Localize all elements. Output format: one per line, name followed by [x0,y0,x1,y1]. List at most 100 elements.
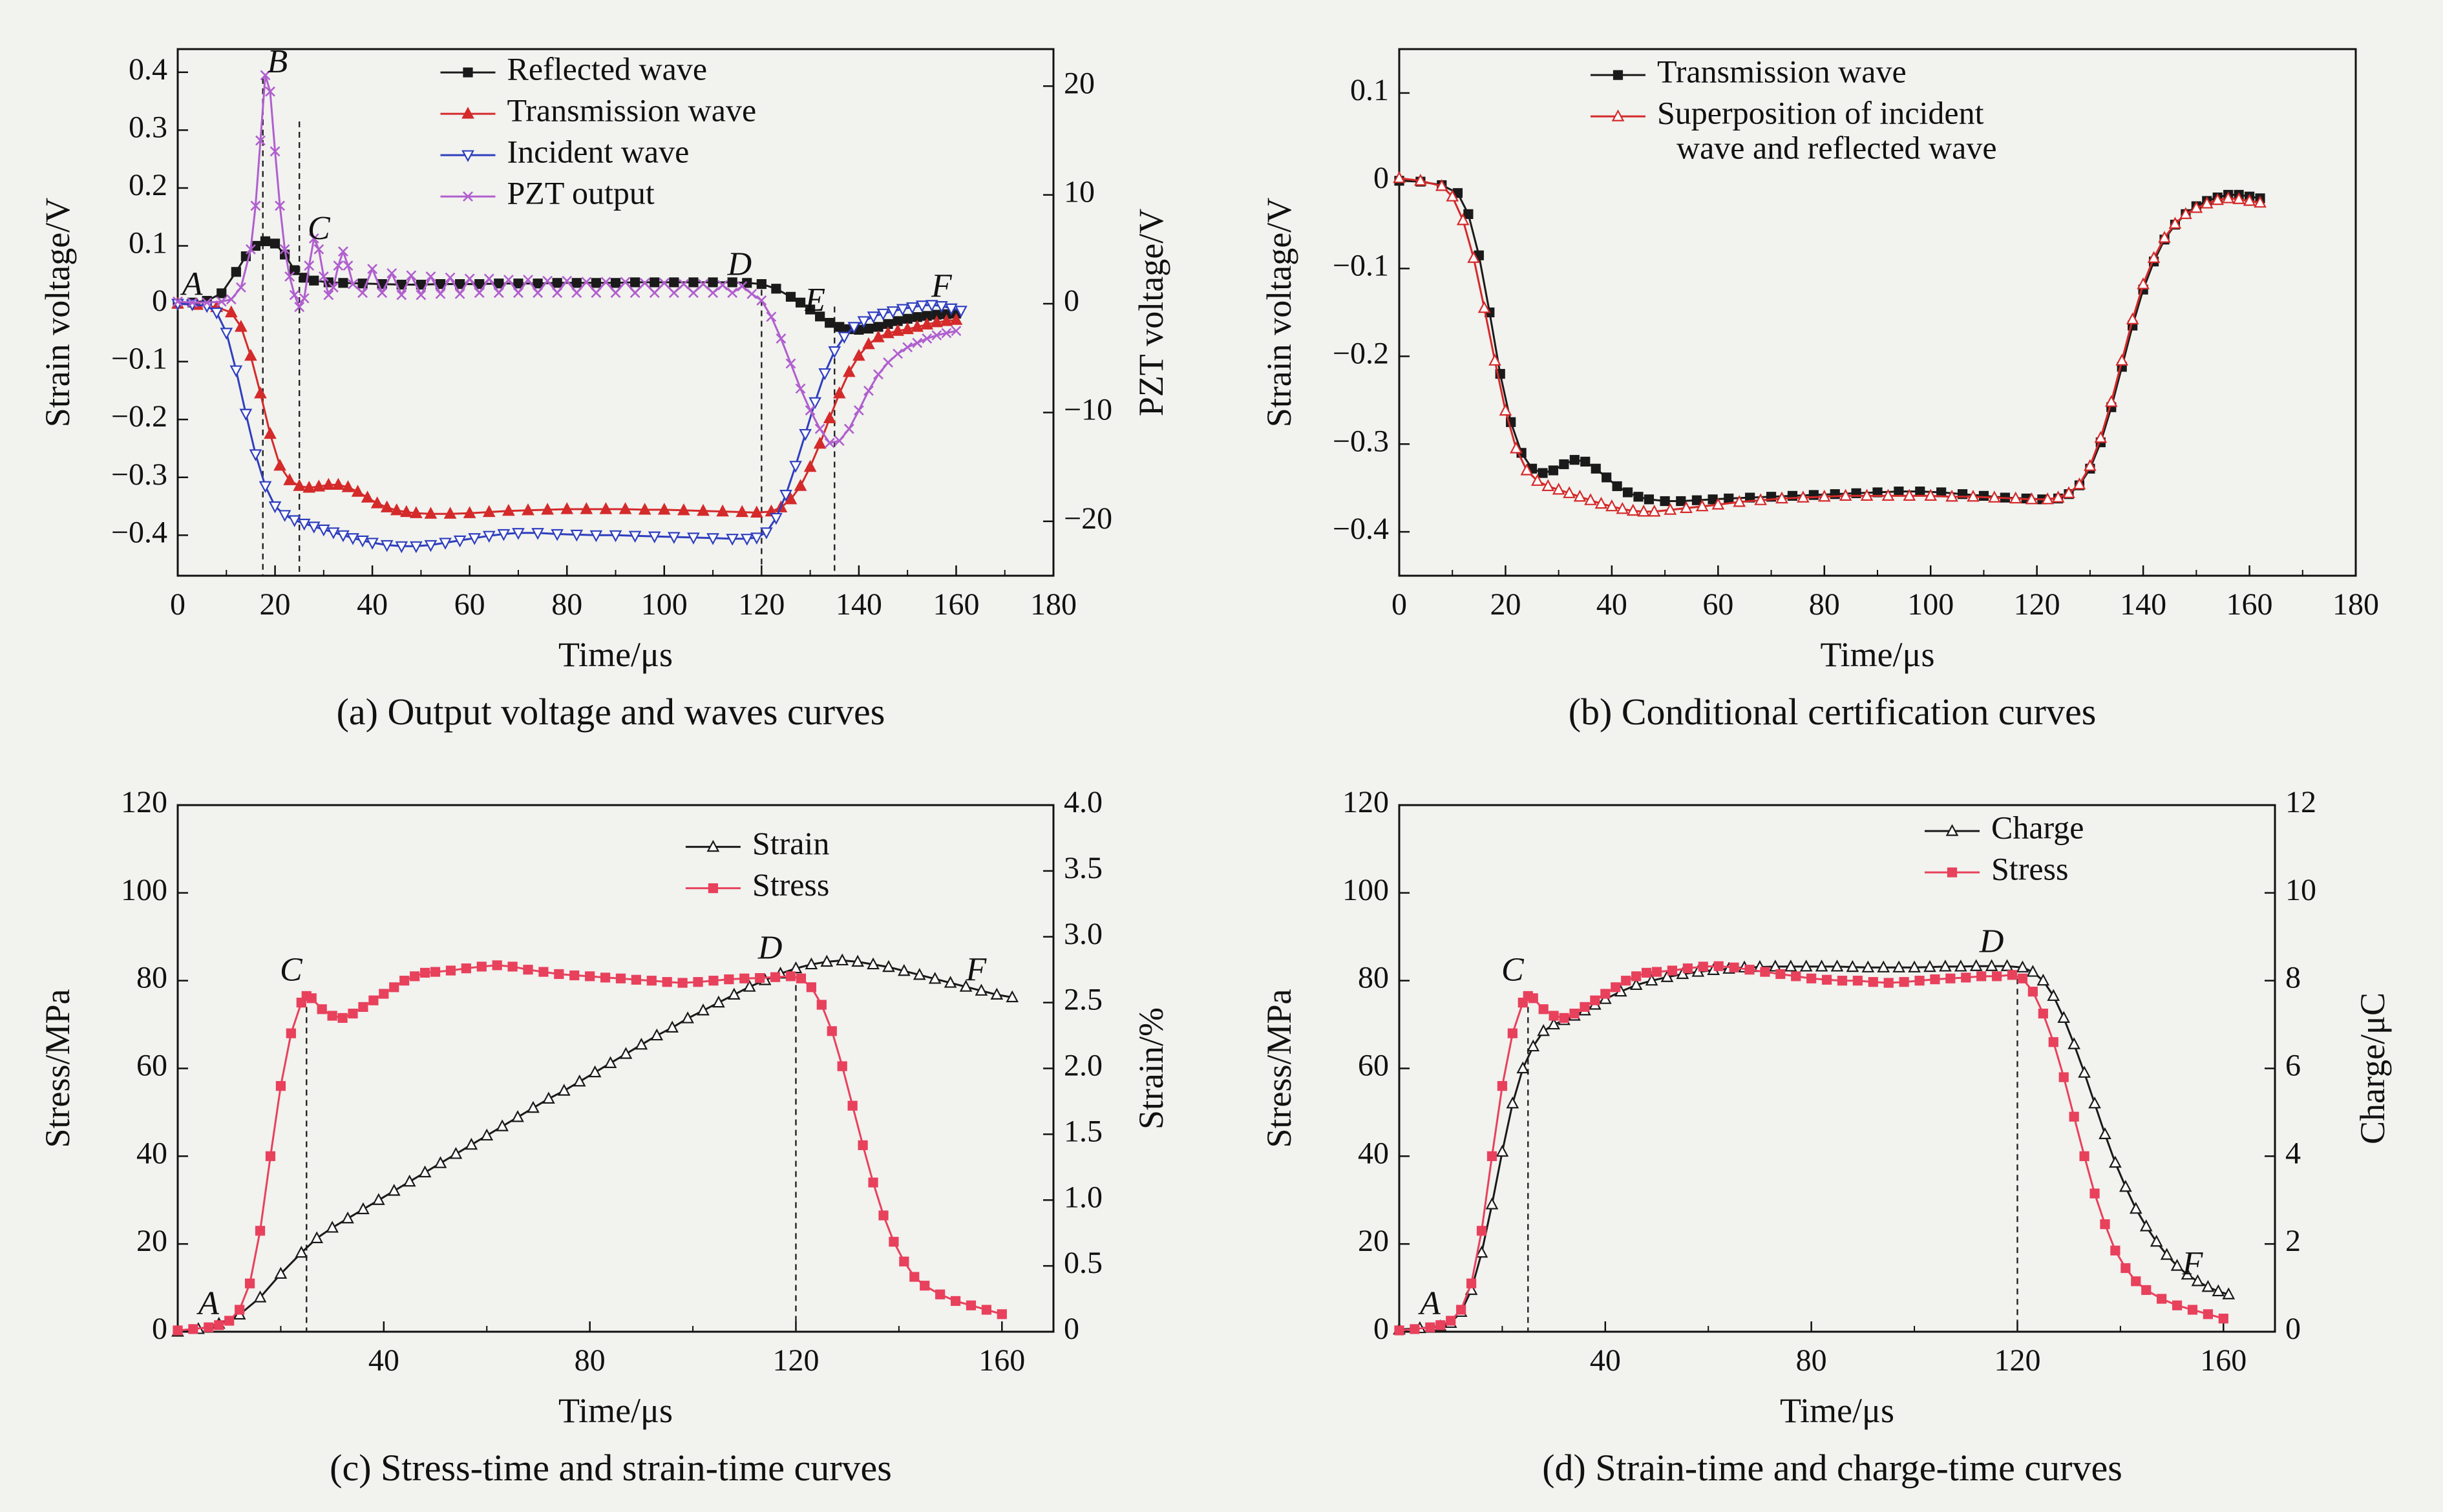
series-charge [1393,958,2236,1334]
svg-text:−0.3: −0.3 [1333,424,1389,458]
svg-text:Transmission wave: Transmission wave [1657,53,1907,89]
legend: Transmission wave Superposition of incide… [1591,53,1997,165]
svg-text:0: 0 [170,587,185,622]
svg-text:60: 60 [454,587,485,622]
series-strain [171,953,1019,1337]
svg-text:Time/μs: Time/μs [558,1391,673,1430]
svg-text:1.5: 1.5 [1064,1114,1103,1148]
svg-text:120: 120 [772,1343,819,1378]
svg-text:0: 0 [2285,1312,2301,1346]
svg-text:D: D [1979,923,2004,960]
svg-text:E: E [804,281,825,318]
svg-text:Strain: Strain [752,825,829,861]
svg-text:0: 0 [1391,587,1407,622]
svg-text:40: 40 [357,587,388,622]
svg-text:1.0: 1.0 [1064,1180,1103,1214]
svg-text:−10: −10 [1064,392,1112,426]
svg-text:10: 10 [1064,174,1095,209]
svg-text:80: 80 [551,587,582,622]
svg-text:160: 160 [2200,1343,2247,1378]
dashed-lines [1527,978,2018,1332]
svg-text:0: 0 [1064,284,1079,318]
svg-text:D: D [727,246,752,282]
svg-text:60: 60 [136,1048,167,1082]
svg-text:80: 80 [1809,587,1840,622]
svg-text:0: 0 [1373,160,1389,194]
svg-text:120: 120 [121,785,167,819]
axes: 0 20 40 60 80 100 120 0 0.5 1.0 1.5 2.0 2.5 3.0 3.5 4.0… [38,785,1170,1430]
svg-text:180: 180 [2332,587,2379,622]
svg-text:160: 160 [2226,587,2273,622]
chart-d-strain-charge-time: 0 20 40 60 80 100 120 0 2 4 6 8 10 12 40 80 120 160 Stress… [1260,785,2392,1430]
svg-text:PZT voltage/V: PZT voltage/V [1132,208,1170,415]
svg-text:−0.4: −0.4 [1333,512,1389,546]
svg-text:Transmission wave: Transmission wave [507,92,757,128]
svg-text:8: 8 [2285,960,2301,994]
svg-text:Charge: Charge [1991,809,2084,845]
svg-text:20: 20 [1064,66,1095,100]
caption-a: (a) Output voltage and waves curves [336,690,885,733]
svg-text:40: 40 [368,1343,399,1378]
series-superposition-of-incident [1393,171,2267,516]
svg-text:100: 100 [1907,587,1954,622]
svg-text:0.2: 0.2 [129,167,167,202]
svg-text:Time/μs: Time/μs [558,635,673,674]
chart-c-stress-strain-time: 0 20 40 60 80 100 120 0 0.5 1.0 1.5 2.0 2.5 3.0 3.5 4.0… [38,785,1170,1430]
svg-text:160: 160 [978,1343,1025,1378]
svg-text:A: A [196,1285,219,1321]
svg-text:Strain/%: Strain/% [1132,1007,1170,1129]
svg-text:4.0: 4.0 [1064,785,1103,819]
svg-text:Stress: Stress [752,866,829,903]
series-transmission-wave [171,296,963,519]
svg-text:100: 100 [121,872,167,907]
svg-text:140: 140 [2120,587,2166,622]
svg-text:0: 0 [152,1312,167,1346]
svg-text:0: 0 [1373,1312,1389,1346]
svg-text:−0.1: −0.1 [111,341,167,375]
chart-a-output-voltage-waves: −0.4 −0.3 −0.2 −0.1 0 0.1 0.2 0.3 0.4 −20 −10 0 10 20… [38,43,1170,674]
svg-text:10: 10 [2285,872,2316,907]
svg-text:120: 120 [1342,785,1389,819]
svg-text:Reflected wave: Reflected wave [507,50,708,87]
svg-text:60: 60 [1358,1048,1389,1082]
svg-text:20: 20 [260,587,291,622]
annotations: A C D F [1418,923,2204,1321]
svg-text:120: 120 [738,587,785,622]
svg-text:C: C [1501,951,1525,988]
svg-text:80: 80 [1358,960,1389,994]
svg-text:100: 100 [1342,872,1389,907]
svg-text:40: 40 [1596,587,1627,622]
svg-text:120: 120 [2014,587,2060,622]
series-transmission-wave [1394,175,2265,506]
svg-text:F: F [2182,1245,2204,1282]
svg-text:180: 180 [1030,587,1077,622]
svg-text:wave and reflected wave: wave and reflected wave [1676,129,1997,165]
svg-text:F: F [931,268,953,304]
series-stress [173,960,1007,1336]
svg-text:0.1: 0.1 [129,226,167,260]
svg-text:−20: −20 [1064,501,1112,535]
svg-text:12: 12 [2285,785,2316,819]
caption-d: (d) Strain-time and charge-time curves [1542,1446,2122,1489]
panel-a: −0.4 −0.3 −0.2 −0.1 0 0.1 0.2 0.3 0.4 −20 −10 0 10 20… [0,0,1222,756]
annotations: A B C D E F [180,43,953,318]
svg-text:−0.2: −0.2 [1333,336,1389,370]
svg-text:2: 2 [2285,1224,2301,1258]
svg-text:3.0: 3.0 [1064,916,1103,950]
panel-d: 0 20 40 60 80 100 120 0 2 4 6 8 10 12 40 80 120 160 Stress… [1222,756,2443,1512]
axes: −0.4 −0.3 −0.2 −0.1 0 0.1 0 20 40 60 80 100 120 140 16… [1260,48,2379,674]
svg-text:160: 160 [933,587,979,622]
svg-text:20: 20 [1358,1224,1389,1258]
svg-text:F: F [966,951,988,988]
caption-c: (c) Stress-time and strain-time curves [330,1446,892,1489]
svg-text:Time/μs: Time/μs [1820,635,1934,674]
svg-text:140: 140 [836,587,882,622]
series-stress [1394,961,2228,1336]
dashed-lines [306,984,797,1332]
svg-text:0: 0 [152,284,167,318]
svg-text:D: D [757,929,783,966]
svg-text:Charge/μC: Charge/μC [2353,992,2392,1144]
svg-text:20: 20 [136,1224,167,1258]
svg-text:−0.2: −0.2 [111,399,167,434]
caption-b: (b) Conditional certification curves [1568,690,2097,733]
